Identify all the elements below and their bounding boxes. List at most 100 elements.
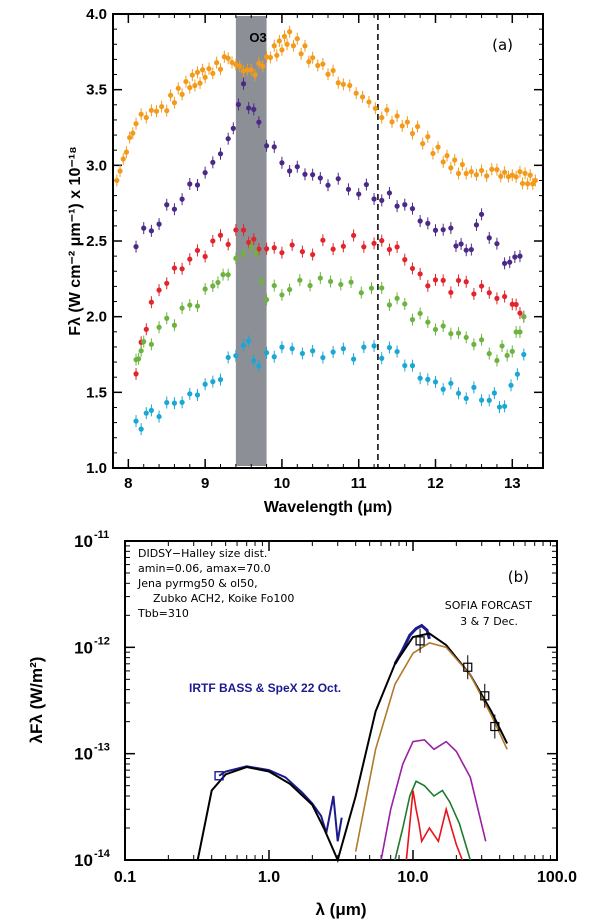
data-point xyxy=(298,51,304,57)
data-point xyxy=(320,61,326,67)
data-point xyxy=(141,225,147,231)
data-point xyxy=(525,181,531,187)
panel-b-label: (b) xyxy=(508,568,529,586)
data-point xyxy=(263,54,270,60)
data-point xyxy=(310,251,316,258)
data-point xyxy=(458,241,464,247)
data-point xyxy=(320,237,326,243)
data-point xyxy=(402,202,408,208)
data-point xyxy=(478,211,485,217)
data-point xyxy=(179,399,185,405)
data-point xyxy=(455,390,462,396)
data-point xyxy=(263,350,270,356)
data-point xyxy=(459,161,465,168)
data-point xyxy=(409,363,416,369)
data-point xyxy=(532,177,538,184)
data-point xyxy=(471,341,477,347)
data-point xyxy=(409,317,416,323)
data-point xyxy=(164,399,170,406)
data-point xyxy=(187,391,193,397)
data-point xyxy=(143,410,149,416)
data-point xyxy=(404,119,410,125)
y-tick-label: 10 xyxy=(74,638,93,657)
data-point xyxy=(202,74,208,80)
data-point xyxy=(230,125,236,131)
data-point xyxy=(478,167,485,174)
data-point xyxy=(414,123,421,130)
data-point xyxy=(386,190,393,196)
data-point xyxy=(521,314,527,320)
data-point xyxy=(210,238,216,244)
data-point xyxy=(164,202,170,208)
data-point xyxy=(455,277,462,284)
data-point xyxy=(271,282,277,289)
data-point xyxy=(171,206,178,212)
data-point xyxy=(248,67,254,73)
data-point xyxy=(440,227,446,233)
data-point xyxy=(509,301,515,307)
data-point xyxy=(463,170,469,177)
data-point xyxy=(153,108,160,114)
data-point xyxy=(513,329,519,335)
y-tick-label: 1.0 xyxy=(86,460,107,477)
y-tick-label: 4.0 xyxy=(86,6,107,23)
data-point xyxy=(478,337,485,343)
data-point xyxy=(225,55,231,61)
data-point xyxy=(287,168,293,174)
data-point xyxy=(271,245,277,251)
data-point xyxy=(233,353,239,359)
data-point xyxy=(246,105,252,111)
data-point xyxy=(171,322,178,328)
model-curve-4 xyxy=(405,790,464,861)
data-point xyxy=(325,182,331,188)
o3-band-label: O3 xyxy=(249,30,266,45)
data-point xyxy=(417,271,423,277)
data-point xyxy=(320,354,326,361)
data-point xyxy=(258,278,265,285)
data-point xyxy=(335,176,341,182)
data-point xyxy=(502,169,508,175)
y-tick-label: 3.5 xyxy=(86,82,107,99)
data-point xyxy=(455,170,462,177)
data-point xyxy=(271,354,277,360)
data-point xyxy=(448,331,454,337)
data-point xyxy=(194,247,201,254)
data-point xyxy=(517,169,523,175)
data-point xyxy=(435,144,441,150)
data-point xyxy=(425,220,431,226)
data-point xyxy=(194,392,201,398)
data-point xyxy=(123,149,130,155)
data-point xyxy=(202,170,208,176)
data-point xyxy=(133,244,139,250)
data-point xyxy=(358,290,364,296)
data-point xyxy=(368,285,375,291)
data-point xyxy=(189,72,195,78)
panel-a-label: (a) xyxy=(492,36,513,54)
data-point xyxy=(353,90,359,96)
data-point xyxy=(453,243,459,249)
data-point xyxy=(284,41,290,47)
y-tick-label: 10 xyxy=(74,532,93,551)
data-point xyxy=(335,80,341,86)
data-point xyxy=(279,292,285,298)
data-point xyxy=(325,71,331,77)
data-point xyxy=(463,279,469,285)
data-point xyxy=(210,70,216,76)
data-point xyxy=(455,330,462,336)
irtf-legend: IRTF BASS & SpeX 22 Oct. xyxy=(189,681,341,695)
data-point xyxy=(521,351,527,358)
model-note-line: Zubko ACH2, Koike Fo100 xyxy=(153,592,294,605)
data-point xyxy=(519,180,526,187)
panel-a: O3 8 9 10 11 12 13 1.0 1.5 2.0 2.5 3.0 3.5 4.0 (a) W… xyxy=(67,6,544,516)
data-point xyxy=(394,203,400,209)
data-point xyxy=(440,277,446,283)
data-point xyxy=(299,249,306,255)
data-point xyxy=(486,290,492,296)
data-point xyxy=(522,170,528,176)
data-point xyxy=(486,351,492,357)
data-point xyxy=(251,357,257,364)
data-point xyxy=(279,250,285,256)
data-point xyxy=(279,47,285,53)
x-tick-label: 10 xyxy=(274,475,291,492)
data-point xyxy=(430,150,436,157)
